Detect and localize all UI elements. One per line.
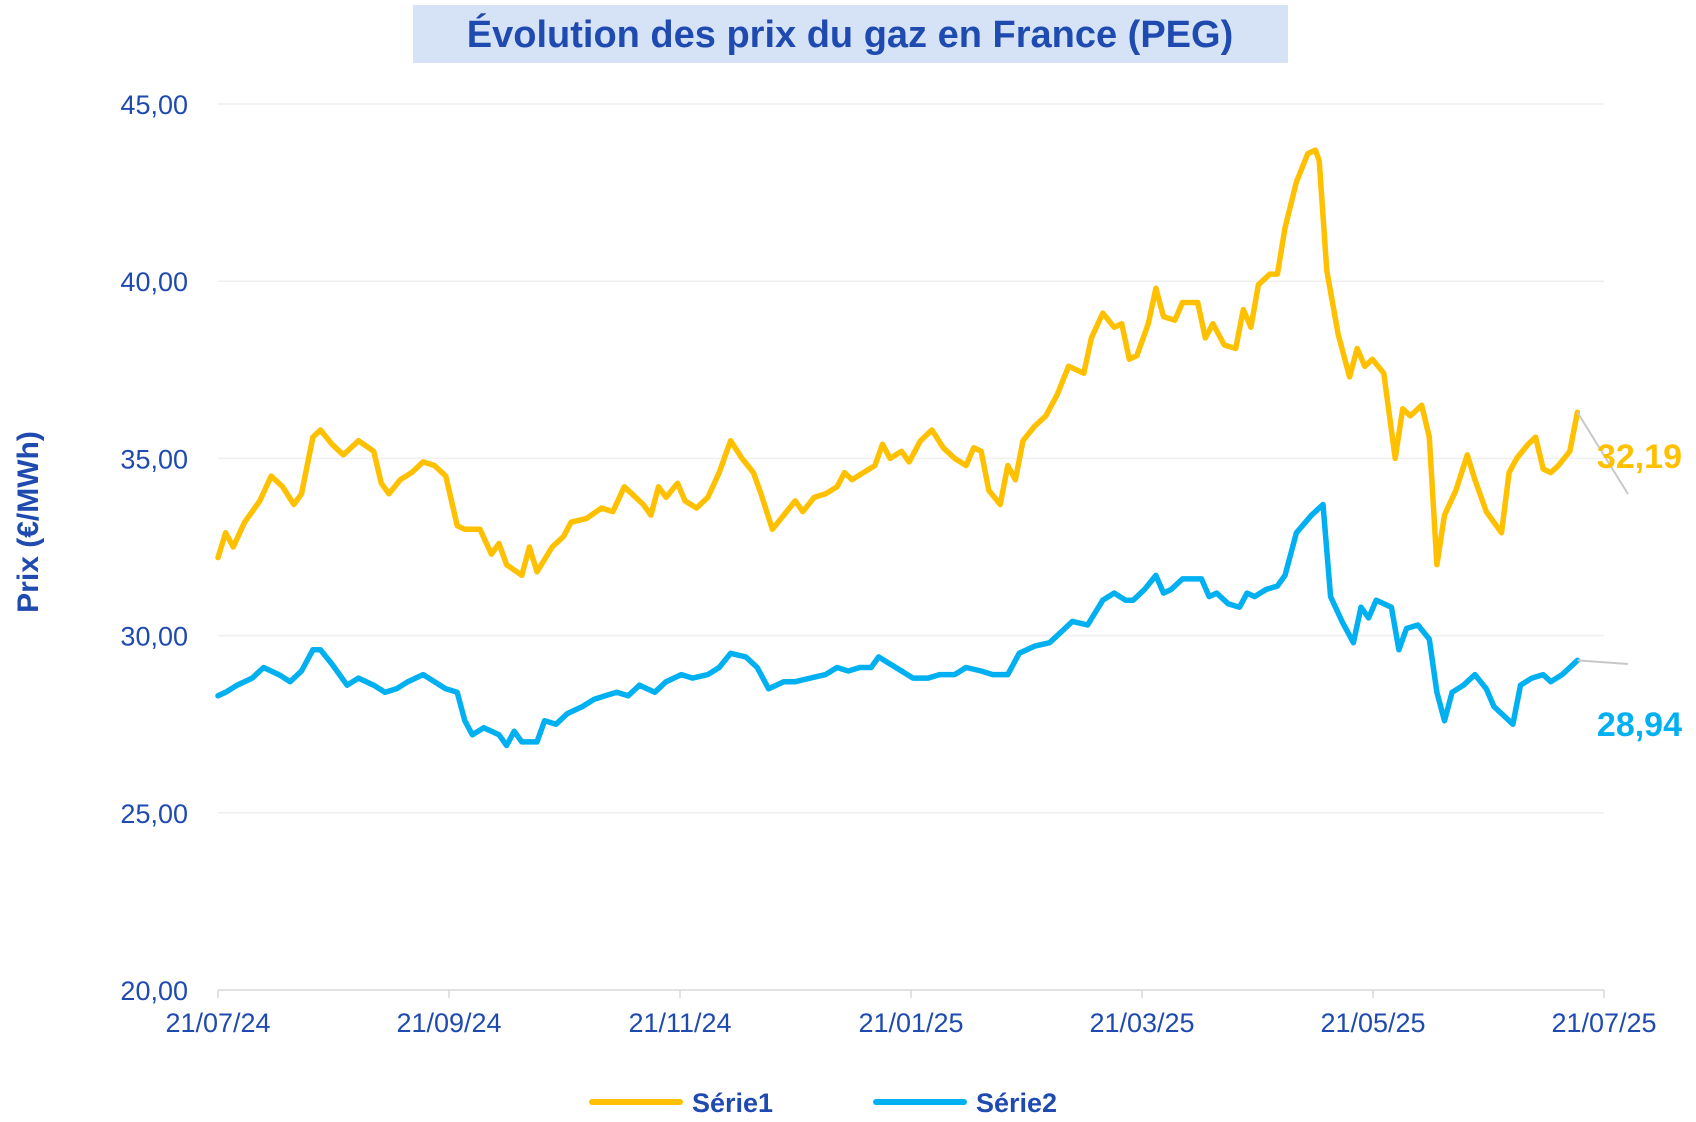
x-tick-label: 21/03/25: [1089, 1008, 1194, 1038]
series-line-1: [215, 147, 1581, 579]
legend-label-serie2: Série2: [976, 1088, 1057, 1118]
chart-title-box: [413, 5, 1288, 63]
x-tick-label: 21/05/25: [1320, 1008, 1425, 1038]
y-tick-label: 45,00: [120, 90, 188, 120]
x-tick-label: 21/07/25: [1551, 1008, 1656, 1038]
y-tick-label: 25,00: [120, 799, 188, 829]
x-tick-label: 21/11/24: [628, 1008, 731, 1038]
legend: Série1 Série2: [589, 1088, 1057, 1118]
y-tick-label: 20,00: [120, 976, 188, 1006]
y-tick-label: 30,00: [120, 622, 188, 652]
y-axis-label: Prix (€/MWh): [12, 431, 45, 613]
x-tick-label: 21/07/24: [165, 1008, 270, 1038]
chart-title: Évolution des prix du gaz en France (PEG…: [467, 12, 1233, 56]
end-labels: 32,19 28,94: [1576, 411, 1682, 744]
series-line-2: [215, 501, 1581, 749]
x-tick-label: 21/09/24: [396, 1008, 501, 1038]
legend-label-serie1: Série1: [692, 1088, 773, 1118]
x-tick-label: 21/01/25: [858, 1008, 963, 1038]
end-label-2: 28,94: [1597, 706, 1682, 744]
end-label-leader-2: [1577, 659, 1629, 665]
y-tick-label: 40,00: [120, 267, 188, 297]
series-lines: [215, 147, 1581, 749]
end-label-leader-1: [1576, 411, 1629, 495]
x-axis-ticks: 21/07/24 21/09/24 21/11/24 21/01/25 21/03/25…: [165, 990, 1657, 1038]
y-tick-label: 35,00: [120, 444, 188, 474]
grid-lines: [218, 103, 1604, 991]
end-label-1: 32,19: [1597, 438, 1682, 476]
y-axis-ticks: 20,00 25,00 30,00 35,00 40,00 45,00: [120, 90, 188, 1006]
